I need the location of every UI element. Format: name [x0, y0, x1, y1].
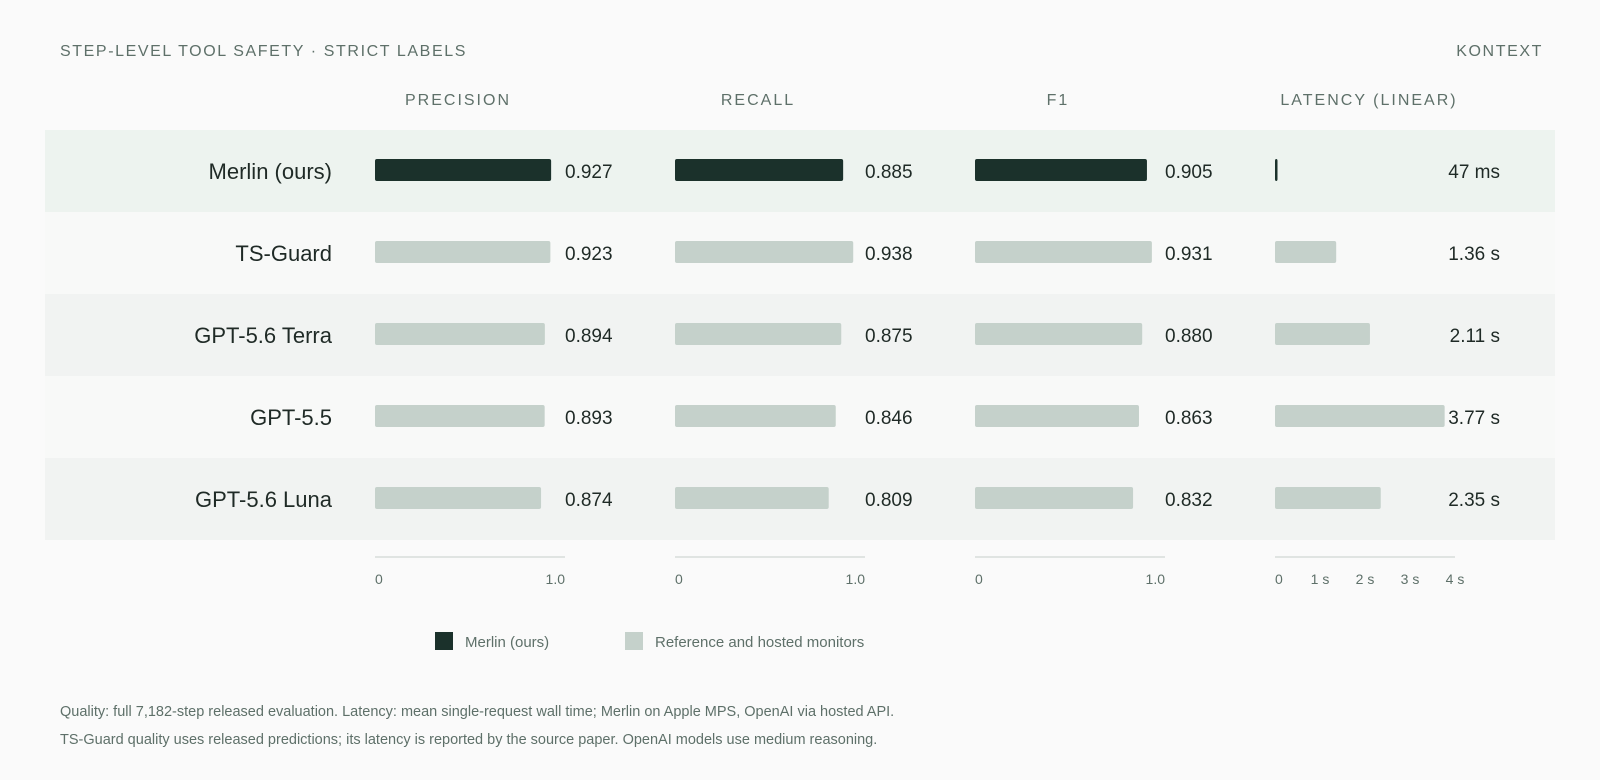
tick-label: 0 — [675, 571, 683, 587]
bar — [1275, 487, 1381, 509]
value-label: 0.846 — [865, 408, 913, 429]
tick-label: 1 s — [1311, 571, 1330, 587]
tick-label: 1.0 — [1146, 571, 1166, 587]
legend: Merlin (ours) Reference and hosted monito… — [435, 632, 864, 651]
bar — [975, 241, 1152, 263]
bar — [1275, 159, 1278, 181]
row-label: TS-Guard — [235, 241, 332, 266]
value-label: 2.11 s — [1450, 326, 1500, 347]
row-label: GPT-5.6 Terra — [194, 323, 333, 348]
value-label: 0.880 — [1165, 326, 1213, 347]
tick-label: 0 — [975, 571, 983, 587]
panels-layer: PRECISION 0.927 0.923 0.894 0.893 0.874 0 1.0 RE… — [375, 92, 1500, 587]
row-label: GPT-5.5 — [250, 405, 332, 430]
bar — [1275, 405, 1445, 427]
bar — [375, 241, 551, 263]
tick-label: 0 — [1275, 571, 1283, 587]
bar — [975, 323, 1143, 345]
value-label: 0.809 — [865, 490, 913, 511]
bar — [675, 241, 854, 263]
value-label: 3.77 s — [1448, 408, 1500, 429]
panel-title: LATENCY (LINEAR) — [1280, 92, 1457, 109]
brand-label: KONTEXT — [1456, 43, 1543, 60]
value-label: 1.36 s — [1448, 244, 1500, 265]
bar — [975, 159, 1147, 181]
legend-swatch — [435, 632, 453, 650]
bar — [1275, 241, 1337, 263]
value-label: 2.35 s — [1448, 490, 1500, 511]
row-label: Merlin (ours) — [209, 159, 332, 184]
value-label: 0.885 — [865, 162, 913, 183]
tick-label: 1.0 — [546, 571, 566, 587]
value-label: 0.893 — [565, 408, 613, 429]
bar — [675, 323, 842, 345]
legend-label: Merlin (ours) — [465, 634, 549, 651]
tick-label: 0 — [375, 571, 383, 587]
panel-title: RECALL — [721, 92, 795, 109]
bar — [375, 405, 545, 427]
tick-label: 1.0 — [846, 571, 866, 587]
value-label: 0.874 — [565, 490, 613, 511]
legend-label: Reference and hosted monitors — [655, 634, 864, 651]
bar — [375, 159, 552, 181]
value-label: 0.905 — [1165, 162, 1213, 183]
tick-label: 3 s — [1401, 571, 1420, 587]
value-label: 0.938 — [865, 244, 913, 265]
bar — [675, 405, 836, 427]
value-label: 47 ms — [1448, 162, 1500, 183]
bar — [375, 487, 542, 509]
footnote: Quality: full 7,182-step released evalua… — [60, 704, 894, 720]
value-label: 0.863 — [1165, 408, 1213, 429]
value-label: 0.931 — [1165, 244, 1213, 265]
bar — [675, 487, 829, 509]
panel-title: F1 — [1047, 92, 1070, 109]
value-label: 0.875 — [865, 326, 913, 347]
chart-title: STEP-LEVEL TOOL SAFETY · STRICT LABELS — [60, 43, 467, 60]
value-label: 0.923 — [565, 244, 613, 265]
value-label: 0.832 — [1165, 490, 1213, 511]
bar — [1275, 323, 1370, 345]
row-label: GPT-5.6 Luna — [195, 487, 333, 512]
bar — [375, 323, 545, 345]
panel-title: PRECISION — [405, 92, 511, 109]
tick-label: 4 s — [1446, 571, 1465, 587]
bar — [975, 487, 1134, 509]
footnote: TS-Guard quality uses released predictio… — [60, 732, 877, 748]
value-label: 0.894 — [565, 326, 613, 347]
bar — [975, 405, 1139, 427]
value-label: 0.927 — [565, 162, 613, 183]
legend-swatch — [625, 632, 643, 650]
tick-label: 2 s — [1356, 571, 1375, 587]
bar — [675, 159, 844, 181]
